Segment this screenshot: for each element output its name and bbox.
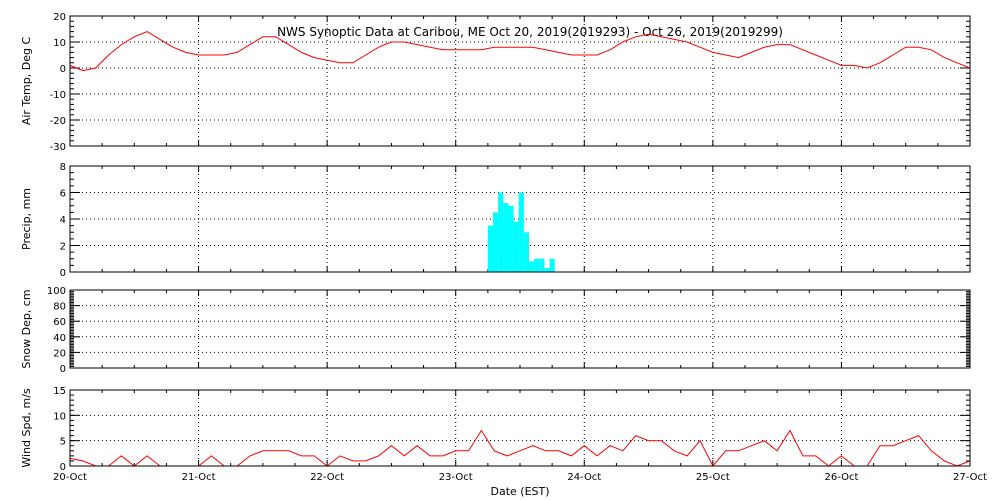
y-tick-label: -30 bbox=[50, 142, 66, 153]
wind-speed-series-line bbox=[69, 429, 971, 467]
precip-bar bbox=[508, 205, 514, 272]
precip-bar bbox=[539, 258, 545, 272]
plot-frame bbox=[69, 289, 971, 369]
x-tick-label: 25-Oct bbox=[696, 472, 730, 483]
y-tick-label: 80 bbox=[53, 302, 66, 313]
x-tick-label: 23-Oct bbox=[439, 472, 473, 483]
y-tick-label: 60 bbox=[53, 317, 66, 328]
precip-bar bbox=[529, 261, 535, 272]
plot-frame bbox=[69, 389, 971, 467]
x-tick-label: 24-Oct bbox=[567, 472, 601, 483]
x-axis-title: Date (EST) bbox=[490, 485, 549, 498]
precip-bar bbox=[498, 192, 504, 272]
y-tick-label: 0 bbox=[60, 462, 66, 473]
y-tick-label: 8 bbox=[60, 162, 66, 173]
precip-y-axis-title: Precip, mm bbox=[20, 188, 33, 250]
y-tick-label: 100 bbox=[47, 286, 66, 297]
snow-depth-panel: 0 20 40 60 80 100 Snow Dep, cm bbox=[20, 286, 971, 375]
y-tick-label: 0 bbox=[60, 364, 66, 375]
precip-bar bbox=[493, 212, 499, 272]
plot-frame bbox=[69, 15, 971, 147]
precip-bar bbox=[518, 192, 524, 272]
precip-bar bbox=[503, 203, 509, 272]
air-temp-series-line bbox=[69, 31, 971, 72]
y-tick-label: 2 bbox=[60, 242, 66, 253]
y-tick-label: 10 bbox=[53, 38, 66, 49]
y-tick-label: -20 bbox=[50, 116, 66, 127]
wind-speed-panel: 0 5 10 15 Wind Spd, m/s bbox=[20, 386, 971, 473]
y-tick-label: 40 bbox=[53, 333, 66, 344]
y-tick-label: 20 bbox=[53, 12, 66, 23]
precip-bar bbox=[549, 258, 555, 272]
x-tick-label: 21-Oct bbox=[182, 472, 216, 483]
y-tick-label: -10 bbox=[50, 90, 66, 101]
y-tick-label: 4 bbox=[60, 215, 66, 226]
precip-bar bbox=[523, 232, 529, 272]
x-tick-label: 20-Oct bbox=[53, 472, 87, 483]
snow-depth-y-axis-title: Snow Dep, cm bbox=[20, 289, 33, 368]
air-temp-y-axis-title: Air Temp, Deg C bbox=[20, 37, 33, 126]
plot-frame bbox=[69, 165, 971, 273]
air-temp-panel: -30 -20 -10 0 10 20 Air Temp, Deg C bbox=[20, 12, 971, 153]
precip-bar bbox=[487, 225, 493, 272]
y-tick-label: 5 bbox=[60, 437, 66, 448]
y-tick-label: 0 bbox=[60, 64, 66, 75]
y-tick-label: 20 bbox=[53, 348, 66, 359]
precip-panel: 0 2 4 6 8 Precip, mm bbox=[20, 162, 971, 279]
x-tick-label: 26-Oct bbox=[824, 472, 858, 483]
x-tick-label: 27-Oct bbox=[953, 472, 987, 483]
y-tick-label: 10 bbox=[53, 411, 66, 422]
y-tick-label: 0 bbox=[60, 268, 66, 279]
y-tick-label: 6 bbox=[60, 189, 66, 200]
y-tick-label: 15 bbox=[53, 386, 66, 397]
chart-title: NWS Synoptic Data at Caribou, ME Oct 20,… bbox=[277, 25, 783, 39]
wind-speed-y-axis-title: Wind Spd, m/s bbox=[20, 388, 33, 468]
precip-bar bbox=[513, 221, 519, 272]
precip-bar bbox=[544, 268, 550, 272]
precip-bar bbox=[534, 258, 540, 272]
x-tick-label: 22-Oct bbox=[310, 472, 344, 483]
